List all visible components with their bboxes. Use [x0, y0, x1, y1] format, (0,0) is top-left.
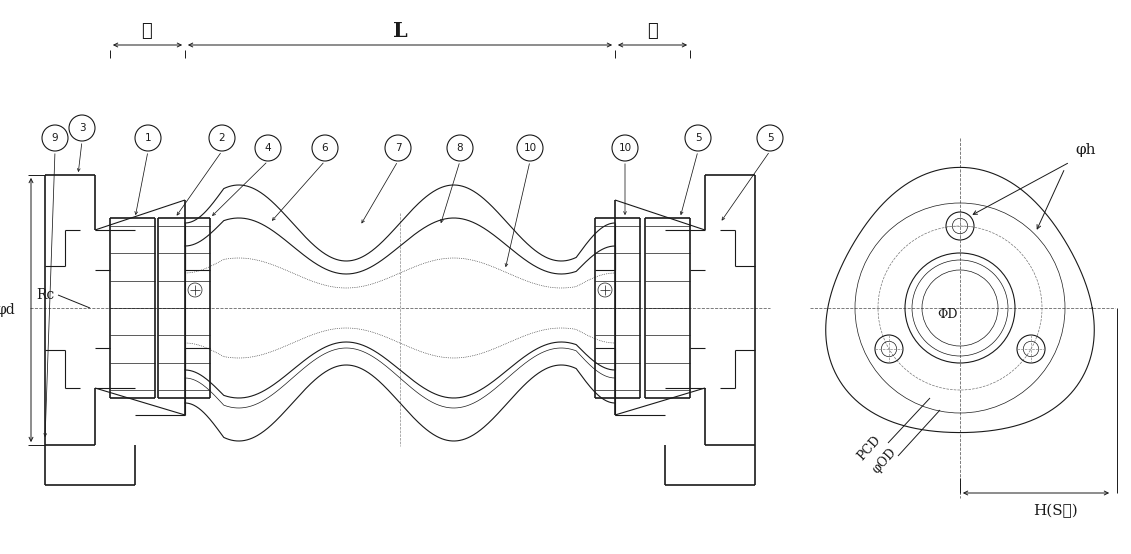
Text: 3: 3: [79, 123, 85, 133]
Text: 10: 10: [524, 143, 536, 153]
Text: H(S角): H(S角): [1034, 504, 1078, 518]
Text: 7: 7: [395, 143, 402, 153]
Text: ℓ: ℓ: [647, 22, 657, 40]
Text: 9: 9: [52, 133, 59, 143]
Text: L: L: [392, 21, 407, 41]
Text: 4: 4: [265, 143, 271, 153]
Text: 10: 10: [619, 143, 631, 153]
Text: Rc: Rc: [36, 288, 55, 302]
Text: φd: φd: [0, 303, 16, 317]
Text: ΦD: ΦD: [938, 307, 958, 321]
Text: 6: 6: [321, 143, 328, 153]
Text: 8: 8: [457, 143, 464, 153]
Text: φOD: φOD: [870, 445, 899, 476]
Text: PCD: PCD: [855, 433, 883, 463]
Text: 2: 2: [218, 133, 225, 143]
Text: φh: φh: [1074, 143, 1096, 157]
Text: ℓ: ℓ: [141, 22, 153, 40]
Text: 1: 1: [145, 133, 152, 143]
Text: 5: 5: [767, 133, 774, 143]
Text: 5: 5: [694, 133, 701, 143]
